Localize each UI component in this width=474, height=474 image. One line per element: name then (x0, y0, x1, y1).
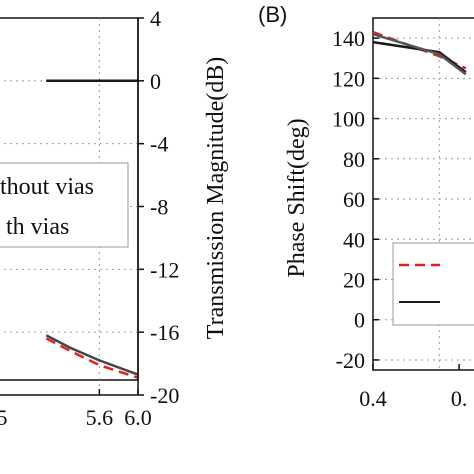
right-chart-panel: (B) 140 120 100 80 60 40 20 0 -20 0.4 0. Phase Sh… (258, 2, 474, 411)
left-y-tick-label: -12 (150, 257, 179, 282)
right-x-tick-label: 0.4 (359, 386, 387, 411)
left-y-ticks: 4 0 -4 -8 -12 -16 -20 (0, 6, 179, 408)
right-y-ticks: 140 120 100 80 60 40 20 0 -20 (332, 26, 379, 373)
left-legend-label-2: th vias (6, 214, 69, 240)
right-x-tick-label: 0. (451, 386, 468, 411)
left-y-tick-label: 4 (150, 6, 161, 31)
left-y-axis-label: Transmission Magnitude(dB) (203, 57, 229, 339)
left-chart-panel: 4 0 -4 -8 -12 -16 -20 5.6 6.0 5 Transmission Mag… (0, 6, 229, 430)
right-y-tick-label: 140 (332, 26, 365, 51)
left-series-group (45, 79, 139, 379)
left-legend-label-1: thout vias (0, 174, 94, 200)
right-y-tick-label: 100 (332, 107, 365, 132)
left-y-tick-label: -4 (150, 132, 168, 157)
right-y-tick-label: 40 (343, 227, 365, 252)
left-x-tick-label: 5.6 (86, 405, 114, 430)
left-legend-box (0, 162, 129, 248)
right-legend (392, 242, 474, 326)
left-y-tick-label: -8 (150, 195, 168, 220)
right-series-group (372, 30, 467, 76)
right-y-tick-label: 80 (343, 147, 365, 172)
right-series-line (372, 32, 467, 76)
right-y-tick-label: 60 (343, 187, 365, 212)
right-series-line (372, 40, 467, 74)
right-x-ticks: 0.4 0. (359, 364, 467, 411)
right-legend-box (392, 242, 474, 326)
left-series-line (45, 334, 139, 376)
left-y-tick-label: 0 (150, 69, 161, 94)
left-x-tick-label-partial: 5 (0, 405, 8, 430)
right-gridlines (373, 18, 474, 370)
left-x-ticks: 5.6 6.0 5 (0, 389, 152, 430)
right-y-tick-label: 20 (343, 267, 365, 292)
right-y-tick-label: -20 (336, 348, 365, 373)
right-plot-frame (372, 17, 474, 371)
left-y-tick-label: -16 (150, 320, 179, 345)
left-legend: thout vias th vias (0, 162, 129, 248)
right-y-tick-label: 120 (332, 66, 365, 91)
left-y-tick-label: -20 (150, 383, 179, 408)
left-x-tick-label: 6.0 (124, 405, 152, 430)
right-y-tick-label: 0 (354, 308, 365, 333)
right-panel-label: (B) (258, 2, 287, 27)
right-y-axis-label: Phase Shift(deg) (284, 118, 310, 277)
